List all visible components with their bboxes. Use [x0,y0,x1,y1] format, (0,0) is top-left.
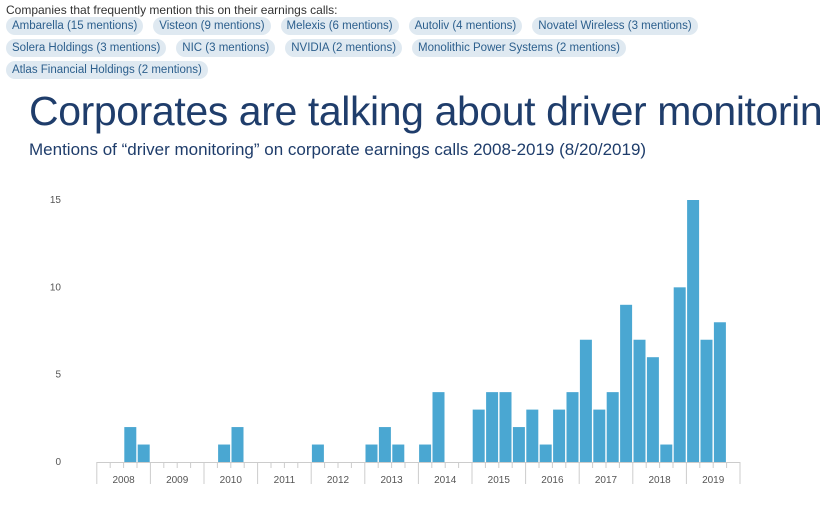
x-tick-label: 2014 [434,475,457,486]
y-tick-label: 10 [50,282,62,293]
bar [673,287,686,462]
bar [633,339,646,462]
bar [311,444,324,462]
bar [218,444,231,462]
company-chip[interactable]: NIC (3 mentions) [176,39,276,57]
x-tick-label: 2011 [274,475,296,486]
x-tick-label: 2015 [488,475,511,486]
x-tick-label: 2016 [541,475,564,486]
y-tick-label: 5 [55,370,61,381]
y-tick-label: 15 [50,195,62,206]
bar [526,409,539,462]
x-tick-label: 2010 [220,475,243,486]
bar [687,200,700,462]
bar [392,444,405,462]
x-tick-label: 2009 [166,475,189,486]
x-tick-label: 2019 [702,475,725,486]
bar [378,427,391,462]
bar [231,427,244,462]
bar [713,322,726,462]
bar [472,409,485,462]
company-chip[interactable]: Autoliv (4 mentions) [408,17,523,35]
bar [660,444,673,462]
x-tick-label: 2013 [380,475,403,486]
chart-subtitle: Mentions of “driver monitoring” on corpo… [29,140,647,159]
x-tick-label: 2017 [595,475,618,486]
bar [365,444,378,462]
bar [499,392,512,462]
bar [566,392,579,462]
companies-intro: Companies that frequently mention this o… [6,3,338,17]
bar [432,392,445,462]
bar [620,304,633,462]
bar [606,392,619,462]
company-chip[interactable]: Visteon (9 mentions) [153,17,271,35]
company-chip[interactable]: Melexis (6 mentions) [280,17,399,35]
company-chip-list: Ambarella (15 mentions) Visteon (9 mentio… [6,17,818,79]
bar [512,427,525,462]
bar [579,339,592,462]
company-chip[interactable]: Novatel Wireless (3 mentions) [532,17,698,35]
bar [124,427,137,462]
x-tick-label: 2012 [327,475,350,486]
bar [137,444,150,462]
bar [486,392,499,462]
company-chip[interactable]: Ambarella (15 mentions) [6,17,144,35]
bar [419,444,432,462]
bar [700,339,713,462]
bar [646,357,659,462]
bar [539,444,552,462]
y-tick-label: 0 [55,457,61,468]
bar [593,409,606,462]
company-chip[interactable]: NVIDIA (2 mentions) [285,39,403,57]
x-tick-label: 2008 [112,475,135,486]
company-chip[interactable]: Solera Holdings (3 mentions) [6,39,167,57]
x-tick-label: 2018 [648,475,671,486]
bar [553,409,566,462]
chart-title: Corporates are talking about driver moni… [29,88,820,134]
company-chip[interactable]: Monolithic Power Systems (2 mentions) [412,39,627,57]
company-chip[interactable]: Atlas Financial Holdings (2 mentions) [6,61,208,79]
